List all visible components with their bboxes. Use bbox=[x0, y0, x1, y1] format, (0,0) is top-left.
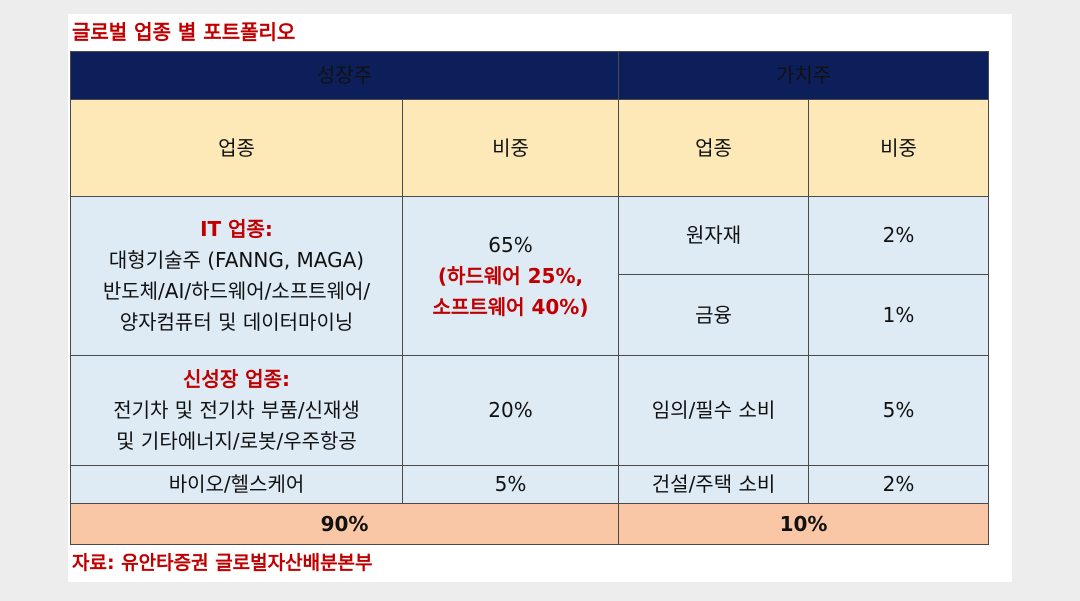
it-weight-detail: 소프트웨어 40%) bbox=[432, 294, 589, 319]
header-row: 성장주 가치주 bbox=[69, 51, 990, 100]
new-growth-heading: 신성장 업종: bbox=[183, 367, 290, 391]
bio-sector-cell: 바이오/헬스케어 bbox=[70, 465, 403, 504]
it-weight-value: 65% bbox=[488, 232, 533, 257]
growth-total: 90% bbox=[69, 503, 620, 545]
value-weight-cell: 5% bbox=[808, 355, 990, 466]
it-sector-line: 대형기술주 (FANNG, MAGA) bbox=[108, 248, 365, 272]
new-growth-sector-cell: 신성장 업종: 전기차 및 전기차 부품/신재생 및 기타에너지/로봇/우주항공 bbox=[70, 355, 403, 466]
table-row: IT 업종: 대형기술주 (FANNG, MAGA) 반도체/AI/하드웨어/소… bbox=[70, 195, 990, 356]
growth-weight-header: 비중 bbox=[401, 99, 620, 197]
new-growth-weight-cell: 20% bbox=[401, 355, 620, 466]
new-growth-line: 전기차 및 전기차 부품/신재생 bbox=[113, 398, 360, 422]
value-sector-header: 업종 bbox=[618, 99, 810, 197]
source-note: 자료: 유안타증권 글로벌자산배분본부 bbox=[72, 552, 373, 574]
subheader-row: 업종 비중 업종 비중 bbox=[70, 99, 990, 197]
new-growth-line: 및 기타에너지/로봇/우주항공 bbox=[116, 429, 357, 453]
value-weight-cell: 2% bbox=[808, 465, 990, 504]
it-weight-detail: (하드웨어 25%, bbox=[437, 263, 584, 288]
growth-sector-header: 업종 bbox=[70, 99, 403, 197]
it-weight-cell: 65% (하드웨어 25%, 소프트웨어 40%) bbox=[401, 196, 620, 356]
it-sector-line: 양자컴퓨터 및 데이터마이닝 bbox=[119, 310, 354, 334]
portfolio-table: 성장주 가치주 업종 비중 업종 비중 IT 업종: 대형기술주 (FANNG,… bbox=[69, 51, 990, 545]
value-weight-cell: 2% bbox=[808, 195, 990, 276]
value-weight-cell: 1% bbox=[808, 274, 990, 356]
value-sector-cell: 임의/필수 소비 bbox=[618, 355, 810, 466]
value-sector-cell: 건설/주택 소비 bbox=[618, 465, 810, 504]
page-title: 글로벌 업종 별 포트폴리오 bbox=[72, 20, 296, 44]
totals-row: 90% 10% bbox=[69, 503, 990, 545]
value-header: 가치주 bbox=[618, 51, 990, 100]
value-sector-cell: 금융 bbox=[618, 274, 810, 356]
growth-header: 성장주 bbox=[69, 51, 620, 100]
it-sector-heading: IT 업종: bbox=[200, 217, 273, 241]
value-sector-cell: 원자재 bbox=[618, 195, 810, 276]
it-sector-line: 반도체/AI/하드웨어/소프트웨어/ bbox=[102, 279, 371, 303]
table-row: 금융 1% bbox=[71, 274, 990, 356]
value-weight-header: 비중 bbox=[808, 99, 990, 197]
value-total: 10% bbox=[618, 503, 990, 545]
it-sector-cell: IT 업종: 대형기술주 (FANNG, MAGA) 반도체/AI/하드웨어/소… bbox=[70, 196, 403, 356]
bio-weight-cell: 5% bbox=[401, 465, 620, 504]
table-row: 신성장 업종: 전기차 및 전기차 부품/신재생 및 기타에너지/로봇/우주항공… bbox=[70, 355, 990, 466]
table-row: 바이오/헬스케어 5% 건설/주택 소비 2% bbox=[70, 465, 990, 504]
